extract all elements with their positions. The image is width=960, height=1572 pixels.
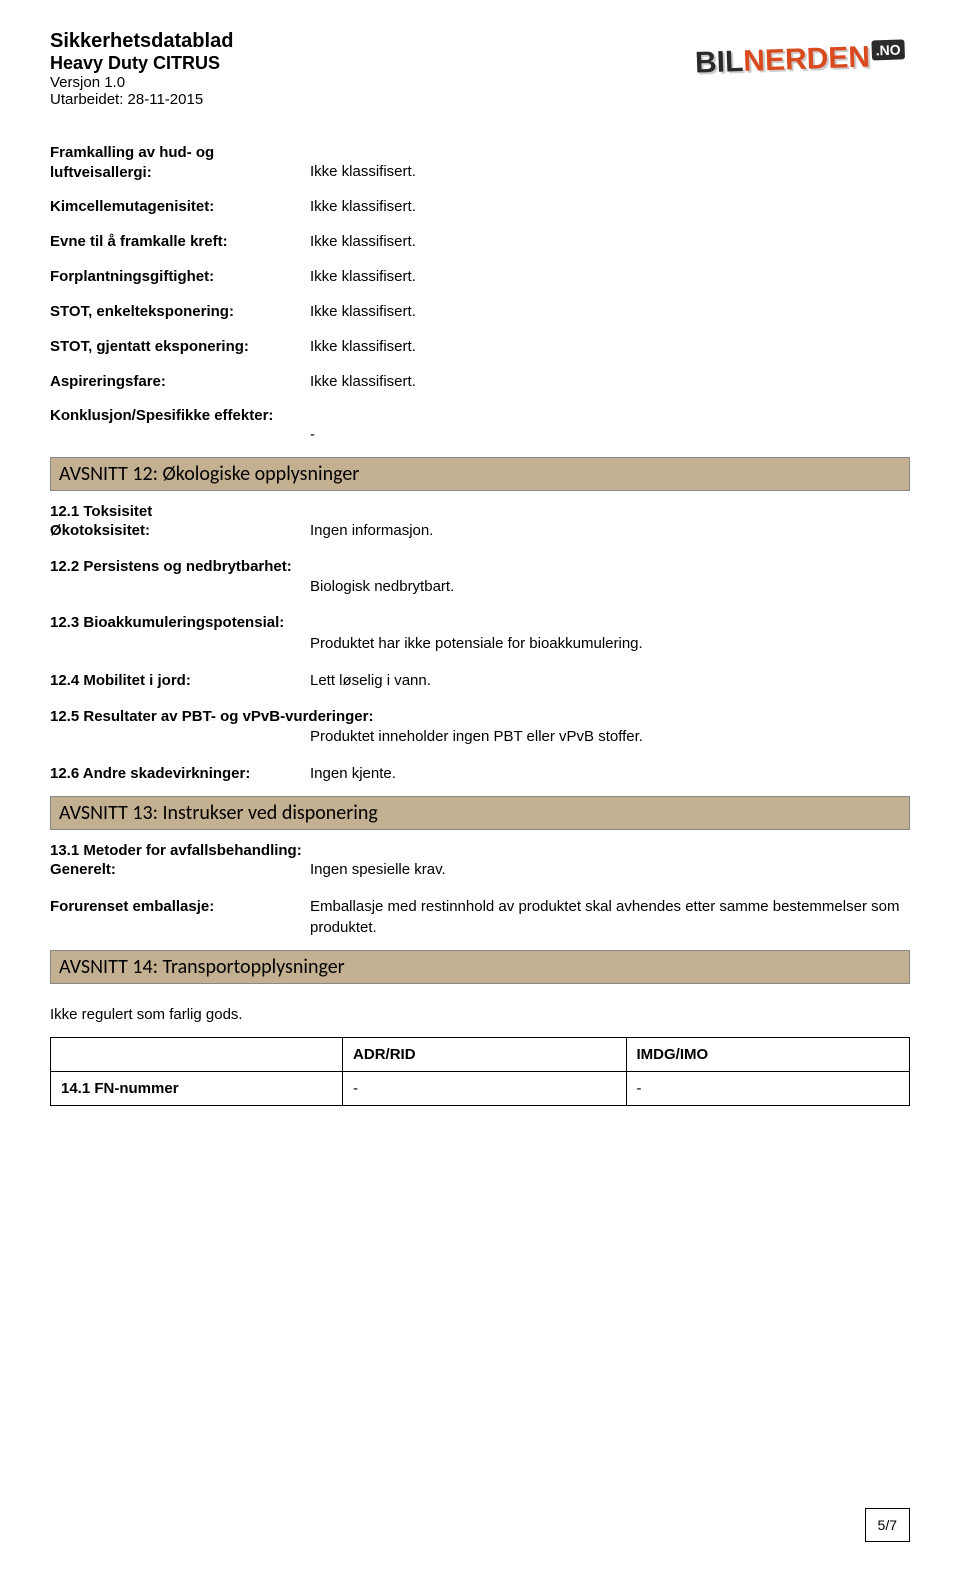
classification-properties: Framkalling av hud- og luftveisallergi: … xyxy=(50,143,910,443)
s13-1-heading: 13.1 Metoder for avfallsbehandling: xyxy=(50,842,910,859)
table-header-cell: ADR/RID xyxy=(343,1038,626,1072)
prop-label-line: Framkalling av hud- og xyxy=(50,143,310,163)
table-cell: - xyxy=(343,1072,626,1106)
prop-value: Ikke klassifisert. xyxy=(310,196,910,217)
doc-version: Versjon 1.0 xyxy=(50,74,233,91)
section-12-heading: AVSNITT 12: Økologiske opplysninger xyxy=(50,457,910,491)
section-13-heading: AVSNITT 13: Instrukser ved disponering xyxy=(50,796,910,830)
s12-6-label: 12.6 Andre skadevirkninger: xyxy=(50,763,310,784)
s13-generelt-label: Generelt: xyxy=(50,859,310,880)
prop-label: Evne til å framkalle kreft: xyxy=(50,231,310,252)
prop-row: Forplantningsgiftighet: Ikke klassifiser… xyxy=(50,266,910,287)
prop-row: Evne til å framkalle kreft: Ikke klassif… xyxy=(50,231,910,252)
s12-4-value: Lett løselig i vann. xyxy=(310,670,910,691)
prop-value: Ikke klassifisert. xyxy=(310,336,910,357)
s12-5-label: 12.5 Resultater av PBT- og vPvB-vurderin… xyxy=(50,707,910,727)
s13-emballasje-label: Forurenset emballasje: xyxy=(50,896,310,938)
s12-6-value: Ingen kjente. xyxy=(310,763,910,784)
table-row: 14.1 FN-nummer - - xyxy=(51,1072,910,1106)
s13-generelt-value: Ingen spesielle krav. xyxy=(310,859,910,880)
section-14-body: Ikke regulert som farlig gods. ADR/RID I… xyxy=(50,996,910,1106)
prop-value: Ikke klassifisert. xyxy=(310,301,910,322)
prop-label: Aspireringsfare: xyxy=(50,371,310,392)
prop-value: Ikke klassifisert. xyxy=(310,161,910,182)
table-header-cell: IMDG/IMO xyxy=(626,1038,909,1072)
logo-part-nerden: NERDEN xyxy=(743,41,871,78)
s12-2-label: 12.2 Persistens og nedbrytbarhet: xyxy=(50,557,910,577)
brand-logo: BILNERDEN.NO xyxy=(690,30,910,90)
header-text-block: Sikkerhetsdatablad Heavy Duty CITRUS Ver… xyxy=(50,30,233,108)
conclusion-value: - xyxy=(310,426,910,443)
s12-4-label: 12.4 Mobilitet i jord: xyxy=(50,670,310,691)
table-cell: - xyxy=(626,1072,909,1106)
conclusion-row: Konklusjon/Spesifikke effekter: - xyxy=(50,406,910,443)
prop-row: Kimcellemutagenisitet: Ikke klassifisert… xyxy=(50,196,910,217)
document-header: Sikkerhetsdatablad Heavy Duty CITRUS Ver… xyxy=(50,30,910,108)
section-12-body: 12.1 Toksisitet Økotoksisitet: Ingen inf… xyxy=(50,503,910,785)
prop-label: Kimcellemutagenisitet: xyxy=(50,196,310,217)
s12-3-value: Produktet har ikke potensiale for bioakk… xyxy=(310,633,910,654)
table-header-cell xyxy=(51,1038,343,1072)
prop-value: Ikke klassifisert. xyxy=(310,266,910,287)
prop-row: STOT, gjentatt eksponering: Ikke klassif… xyxy=(50,336,910,357)
conclusion-label: Konklusjon/Spesifikke effekter: xyxy=(50,406,910,426)
s12-3-label: 12.3 Bioakkumuleringspotensial: xyxy=(50,613,910,633)
s13-emballasje-value: Emballasje med restinnhold av produktet … xyxy=(310,896,910,938)
prop-row: STOT, enkelteksponering: Ikke klassifise… xyxy=(50,301,910,322)
doc-title: Sikkerhetsdatablad xyxy=(50,30,233,53)
logo-part-no: .NO xyxy=(871,39,905,60)
section-13-body: 13.1 Metoder for avfallsbehandling: Gene… xyxy=(50,842,910,938)
table-header-row: ADR/RID IMDG/IMO xyxy=(51,1038,910,1072)
s12-5-value: Produktet inneholder ingen PBT eller vPv… xyxy=(310,726,910,747)
prop-value: Ikke klassifisert. xyxy=(310,371,910,392)
prop-value: Ikke klassifisert. xyxy=(310,231,910,252)
table-cell: 14.1 FN-nummer xyxy=(51,1072,343,1106)
s12-2-value: Biologisk nedbrytbart. xyxy=(310,576,910,597)
section-14-heading: AVSNITT 14: Transportopplysninger xyxy=(50,950,910,984)
prop-label: STOT, gjentatt eksponering: xyxy=(50,336,310,357)
s14-note: Ikke regulert som farlig gods. xyxy=(50,1006,910,1023)
doc-prepared: Utarbeidet: 28-11-2015 xyxy=(50,91,233,108)
s12-1-heading: 12.1 Toksisitet xyxy=(50,503,910,520)
s12-1-value: Ingen informasjon. xyxy=(310,520,910,541)
prop-label: STOT, enkelteksponering: xyxy=(50,301,310,322)
transport-table: ADR/RID IMDG/IMO 14.1 FN-nummer - - xyxy=(50,1037,910,1106)
prop-row: Framkalling av hud- og luftveisallergi: … xyxy=(50,143,910,182)
prop-label: Forplantningsgiftighet: xyxy=(50,266,310,287)
s12-1-label: Økotoksisitet: xyxy=(50,520,310,541)
logo-part-bil: BIL xyxy=(695,45,744,80)
page-number: 5/7 xyxy=(865,1508,910,1542)
doc-subtitle: Heavy Duty CITRUS xyxy=(50,53,233,74)
prop-row: Aspireringsfare: Ikke klassifisert. xyxy=(50,371,910,392)
